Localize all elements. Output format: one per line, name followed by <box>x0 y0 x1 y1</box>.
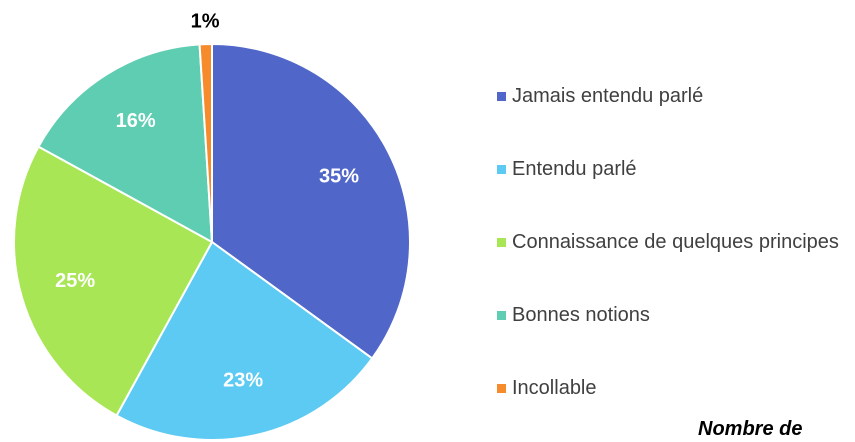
legend-item: Bonnes notions <box>497 303 842 327</box>
legend-item: Entendu parlé <box>497 157 842 181</box>
data-label: 16% <box>116 110 156 132</box>
slice <box>13 145 214 417</box>
slice <box>198 42 213 243</box>
legend-item: Incollable <box>497 376 842 400</box>
slice <box>211 42 411 360</box>
legend: Jamais entendu parlé Entendu parlé Connais… <box>497 84 842 400</box>
data-label: 23% <box>223 369 263 391</box>
slice <box>37 43 214 244</box>
legend-swatch <box>497 92 506 101</box>
legend-swatch <box>497 311 506 320</box>
legend-item: Connaissance de quelques principes <box>497 230 842 254</box>
annotation: Nombre de <box>698 418 803 440</box>
legend-label: Connaissance de quelques principes <box>512 231 839 253</box>
slice <box>115 240 374 441</box>
data-label: 35% <box>319 166 359 188</box>
data-label: 25% <box>55 270 95 292</box>
legend-label: Bonnes notions <box>512 304 650 326</box>
data-label: 1% <box>191 10 220 32</box>
legend-swatch <box>497 384 506 393</box>
legend-label: Jamais entendu parlé <box>512 85 704 107</box>
legend-label: Incollable <box>512 377 597 399</box>
legend-swatch <box>497 238 506 247</box>
legend-item: Jamais entendu parlé <box>497 84 842 108</box>
legend-swatch <box>497 165 506 174</box>
legend-label: Entendu parlé <box>512 158 637 180</box>
